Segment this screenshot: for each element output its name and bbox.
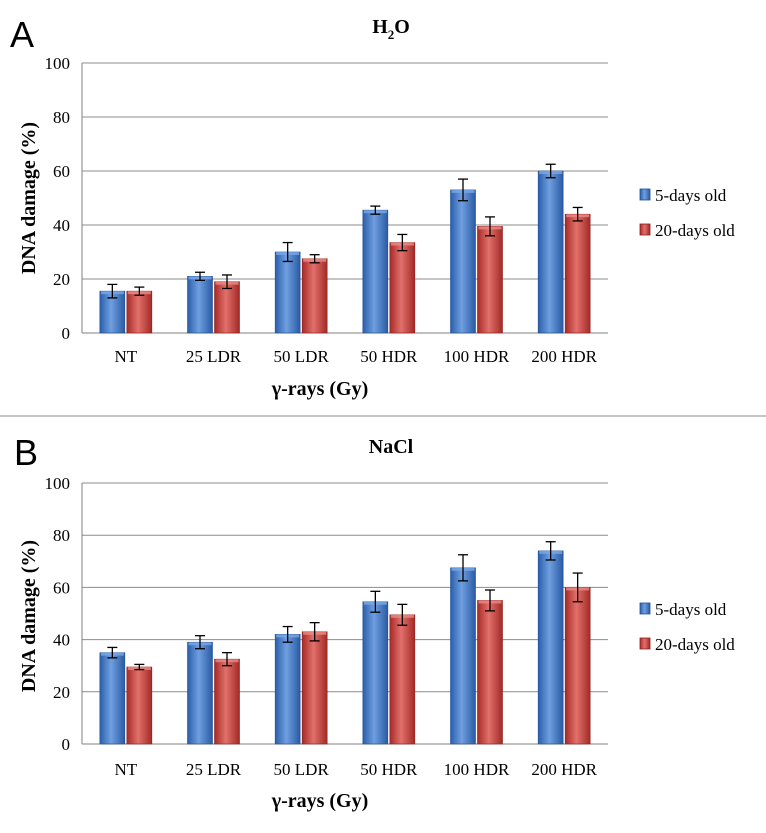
panel-b-legend-label-20-days: 20-days old xyxy=(655,635,735,654)
panel-a-y-tick-label: 0 xyxy=(62,324,71,343)
panel-b-legend-swatch-5-days xyxy=(639,602,651,615)
panel-a-y-axis-title: DNA damage (%) xyxy=(18,122,40,274)
panel-a-gridlines xyxy=(82,62,608,334)
panel-b-bar-20-days xyxy=(126,666,153,745)
panel-b-letter: B xyxy=(14,432,38,473)
panel-a-bar-20-days xyxy=(301,258,328,334)
panel-a-x-tick-label: 100 HDR xyxy=(444,347,510,366)
panel-a-y-tick-label: 40 xyxy=(53,216,70,235)
panel-b-x-tick-label: NT xyxy=(114,760,137,779)
panel-b-bar-5-days xyxy=(450,567,476,745)
panel-b-legend-label-5-days: 5-days old xyxy=(655,600,727,619)
panel-b-y-ticks: 0 20 40 60 80 100 xyxy=(45,474,71,754)
panel-b-bar-20-days xyxy=(389,614,416,745)
panel-b-y-tick-label: 20 xyxy=(53,683,70,702)
panel-b-gridlines xyxy=(82,482,608,745)
panel-a-title-sub: 2 xyxy=(388,27,395,42)
panel-a-y-tick-label: 60 xyxy=(53,162,70,181)
panel-b-legend: 5-days old 20-days old xyxy=(639,600,735,654)
panel-a-y-tick-label: 80 xyxy=(53,108,70,127)
panel-a-x-axis-title: γ-rays (Gy) xyxy=(271,378,369,400)
panel-b-bar-5-days xyxy=(537,550,564,745)
panel-a-bar-5-days xyxy=(537,170,564,334)
panel-b-y-tick-label: 0 xyxy=(62,735,71,754)
panel-a-title-tail: O xyxy=(394,16,410,38)
panel-b-bar-5-days xyxy=(362,601,389,745)
panel-a-title: H2O xyxy=(372,16,410,42)
panel-b-x-tick-label: 100 HDR xyxy=(444,760,510,779)
panel-b-bar-5-days xyxy=(187,641,213,745)
panel-a-x-tick-label: 25 LDR xyxy=(186,347,242,366)
panel-a-bar-5-days xyxy=(274,251,301,334)
panel-b-x-tick-label: 50 LDR xyxy=(274,760,330,779)
panel-a-bar-20-days xyxy=(564,213,591,334)
panel-b-bars xyxy=(99,541,591,745)
panel-b-bar-20-days xyxy=(214,658,240,745)
panel-b: B NaCl 0 20 40 60 80 100 NT 25 LDR 50 LDR 50 HDR… xyxy=(14,432,735,812)
panel-a-legend-label-5-days: 5-days old xyxy=(655,186,727,205)
panel-b-bar-20-days xyxy=(477,600,503,745)
panel-a-bar-20-days xyxy=(389,242,416,334)
panel-a-bar-20-days xyxy=(477,226,503,334)
panel-a-legend-label-20-days: 20-days old xyxy=(655,221,735,240)
panel-b-bar-5-days xyxy=(274,634,301,745)
panel-a-x-tick-label: 200 HDR xyxy=(531,347,597,366)
panel-b-x-axis-title: γ-rays (Gy) xyxy=(271,790,369,812)
panel-a-x-tick-label: 50 LDR xyxy=(274,347,330,366)
panel-a-y-ticks: 0 20 40 60 80 100 xyxy=(45,54,71,343)
panel-b-bar-20-days xyxy=(301,631,328,745)
panel-a-bar-5-days xyxy=(450,189,476,334)
panel-a: A H2O 0 20 40 60 80 100 NT 25 LDR 50 LDR 50 HDR 1… xyxy=(10,14,735,400)
panel-b-y-tick-label: 100 xyxy=(45,474,71,493)
panel-b-bar-5-days xyxy=(99,652,126,745)
panel-b-x-tick-label: 200 HDR xyxy=(531,760,597,779)
panel-a-title-main: H xyxy=(372,16,388,38)
panel-a-legend: 5-days old 20-days old xyxy=(639,186,735,240)
panel-a-bar-20-days xyxy=(126,290,153,334)
panel-b-legend-swatch-20-days xyxy=(639,637,651,650)
panel-a-bar-20-days xyxy=(214,281,240,334)
panel-b-x-tick-label: 25 LDR xyxy=(186,760,242,779)
panel-b-y-tick-label: 60 xyxy=(53,578,70,597)
panel-a-letter: A xyxy=(10,14,34,55)
panel-b-x-tick-label: 50 HDR xyxy=(360,760,418,779)
panel-a-x-tick-label: NT xyxy=(114,347,137,366)
panel-a-legend-swatch-5-days xyxy=(639,188,651,201)
panel-b-title: NaCl xyxy=(369,436,414,458)
panel-b-x-ticks: NT 25 LDR 50 LDR 50 HDR 100 HDR 200 HDR xyxy=(114,760,597,779)
panel-b-bar-20-days xyxy=(564,587,591,745)
panel-b-title-main: NaCl xyxy=(369,436,414,458)
panel-b-y-axis-title: DNA damage (%) xyxy=(18,540,40,692)
panel-a-y-tick-label: 100 xyxy=(45,54,71,73)
panel-b-y-tick-label: 40 xyxy=(53,631,70,650)
panel-b-y-tick-label: 80 xyxy=(53,526,70,545)
panel-a-bar-5-days xyxy=(187,275,213,334)
panel-a-x-ticks: NT 25 LDR 50 LDR 50 HDR 100 HDR 200 HDR xyxy=(114,347,597,366)
panel-a-legend-swatch-20-days xyxy=(639,223,651,236)
panel-a-bars xyxy=(99,163,591,334)
panel-a-y-tick-label: 20 xyxy=(53,270,70,289)
panel-a-x-tick-label: 50 HDR xyxy=(360,347,418,366)
panel-a-bar-5-days xyxy=(362,209,389,334)
